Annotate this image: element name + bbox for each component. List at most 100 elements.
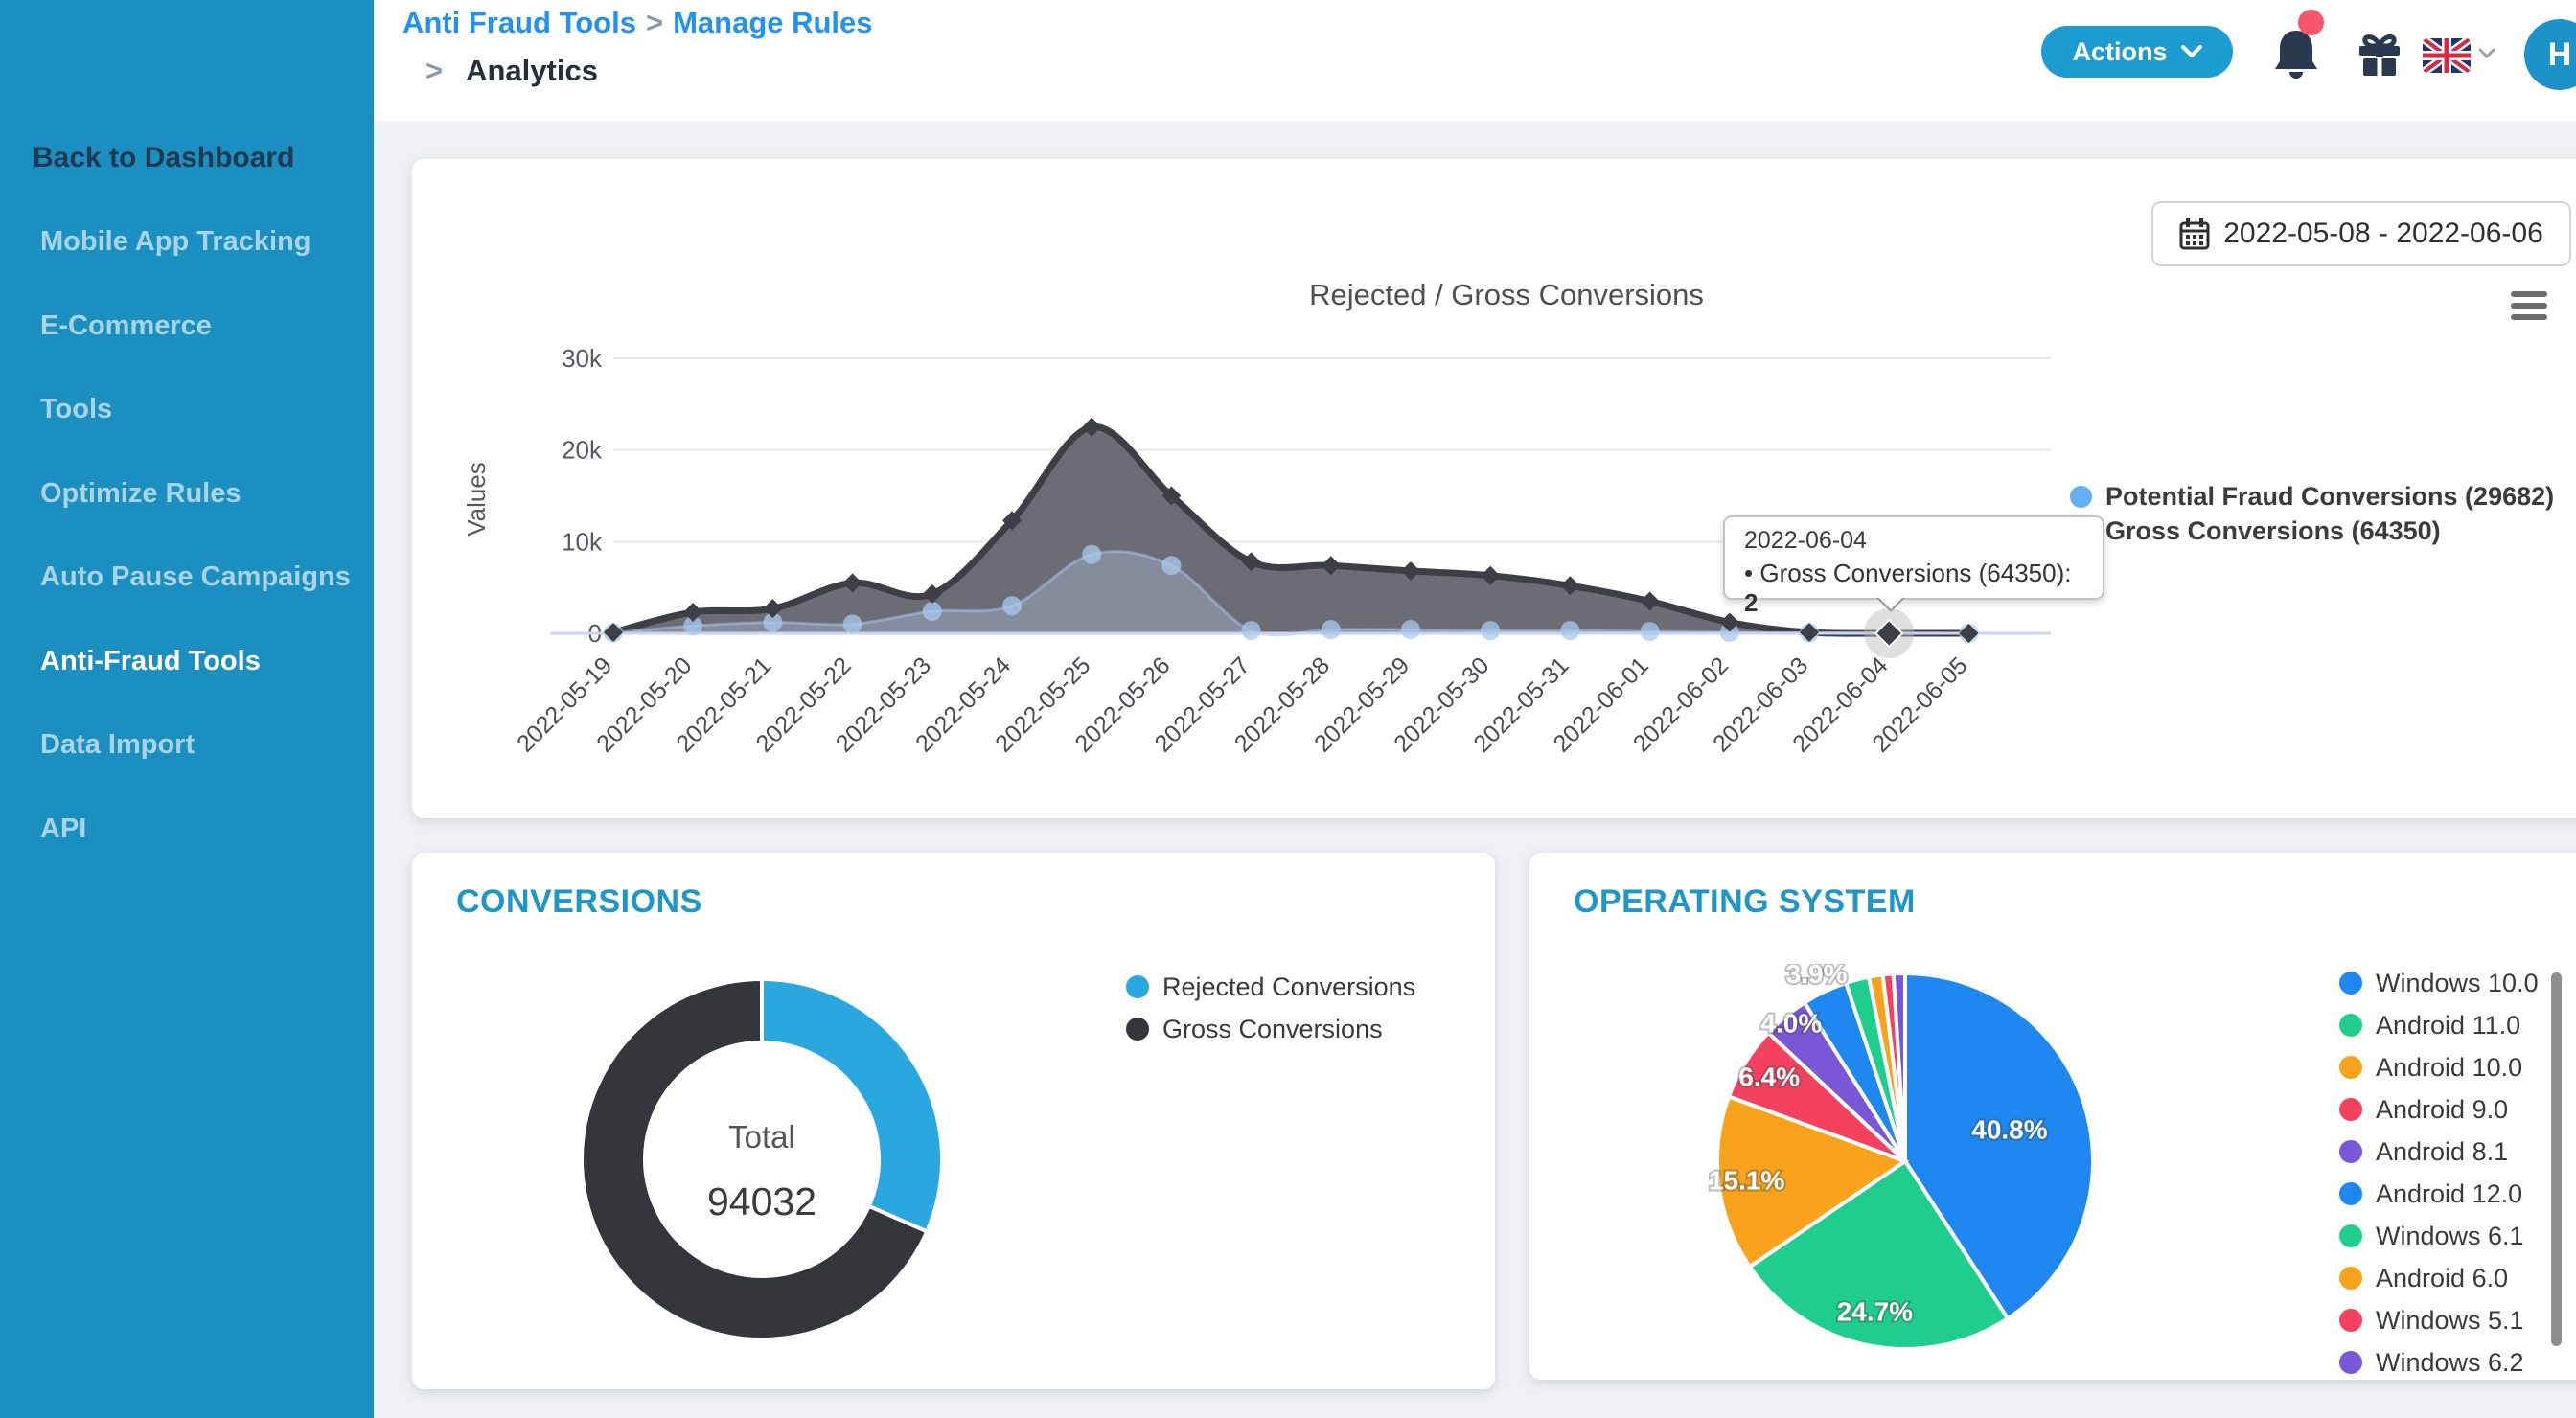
legend-marker	[2339, 1140, 2362, 1163]
flag-chevron-down-icon	[2478, 48, 2496, 59]
breadcrumb: Anti Fraud Tools > Manage Rules	[402, 6, 873, 40]
date-range-picker[interactable]: 2022-05-08 - 2022-06-06	[2151, 201, 2571, 266]
legend-label: Android 8.1	[2376, 1136, 2509, 1166]
legend-marker	[2339, 1014, 2362, 1037]
os-legend-item-android-10-0[interactable]: Android 10.0	[2339, 1046, 2539, 1088]
os-legend: Windows 10.0 Android 11.0 Android 10.0 Andr…	[2339, 962, 2539, 1384]
legend-label: Android 12.0	[2376, 1178, 2523, 1208]
breadcrumb-link-anti-fraud-tools[interactable]: Anti Fraud Tools	[402, 6, 636, 39]
page-title: Analytics	[466, 54, 598, 87]
legend-marker	[2339, 1056, 2362, 1079]
breadcrumb-separator-2: >	[426, 54, 444, 87]
operating-system-pie-chart[interactable]: 40.8% 24.7% 15.1% 6.4% 4.0% 3.9%	[1708, 964, 2103, 1359]
sidebar-item-e-commerce[interactable]: E-Commerce	[40, 309, 212, 341]
legend-marker	[2339, 1182, 2362, 1205]
chevron-down-icon	[2180, 45, 2202, 57]
legend-label: Android 9.0	[2376, 1094, 2509, 1124]
rejected-gross-conversions-chart[interactable]: 010k20k30kValues2022-05-192022-05-202022…	[460, 341, 2089, 772]
legend-item-potential-fraud[interactable]: Potential Fraud Conversions (29682)	[2070, 479, 2554, 514]
language-flag-uk-icon[interactable]	[2423, 38, 2471, 73]
svg-text:10k: 10k	[562, 527, 603, 556]
os-legend-item-android-9-0[interactable]: Android 9.0	[2339, 1088, 2539, 1131]
legend-marker	[2339, 1098, 2362, 1121]
tooltip-date: 2022-06-04	[1744, 527, 1867, 554]
svg-text:15.1%: 15.1%	[1709, 1165, 1784, 1195]
sidebar-item-mobile-app-tracking[interactable]: Mobile App Tracking	[40, 226, 311, 257]
sidebar-item-data-import[interactable]: Data Import	[40, 729, 196, 760]
scrollbar-thumb[interactable]	[2551, 972, 2562, 1346]
notification-badge	[2298, 10, 2324, 35]
conversions-chart-card: 2022-05-08 - 2022-06-06 Rejected / Gross…	[412, 159, 2576, 818]
sidebar-item-tools[interactable]: Tools	[40, 394, 113, 424]
donut-legend: Rejected Conversions Gross Conversions	[1126, 966, 1415, 1050]
svg-text:24.7%: 24.7%	[1837, 1297, 1913, 1327]
legend-marker	[2339, 1351, 2362, 1374]
legend-label: Android 6.0	[2376, 1263, 2509, 1292]
actions-button-label: Actions	[2072, 36, 2168, 66]
svg-text:4.0%: 4.0%	[1760, 1009, 1822, 1039]
svg-text:Values: Values	[462, 462, 491, 537]
tooltip-value-line: • Gross Conversions (64350): 2	[1744, 559, 2072, 617]
sidebar-back-to-dashboard[interactable]: Back to Dashboard	[33, 142, 295, 173]
legend-label: Gross Conversions (64350)	[2105, 515, 2441, 545]
donut-legend-item[interactable]: Gross Conversions	[1126, 1008, 1415, 1050]
os-legend-item-android-12-0[interactable]: Android 12.0	[2339, 1173, 2539, 1215]
gift-icon[interactable]	[2356, 31, 2404, 79]
chart-tooltip: 2022-06-04 • Gross Conversions (64350): …	[1723, 515, 2104, 617]
legend-marker	[2339, 1309, 2362, 1332]
svg-text:3.9%: 3.9%	[1786, 964, 1848, 989]
legend-marker	[2339, 1267, 2362, 1290]
svg-text:6.4%: 6.4%	[1738, 1063, 1800, 1092]
top-header: Anti Fraud Tools > Manage Rules > Analytics…	[374, 0, 2576, 121]
svg-text:20k: 20k	[562, 436, 603, 465]
chart-menu-icon[interactable]	[2511, 291, 2547, 320]
donut-legend-item[interactable]: Rejected Conversions	[1126, 966, 1415, 1008]
operating-system-card: OPERATING SYSTEM 40.8% 24.7% 15.1% 6.4% 4.0%…	[1530, 853, 2576, 1380]
os-legend-item-windows-10-0[interactable]: Windows 10.0	[2339, 962, 2539, 1004]
legend-marker	[2070, 485, 2092, 508]
breadcrumb-row2: > Analytics	[416, 54, 598, 88]
date-range-value: 2022-05-08 - 2022-06-06	[2223, 217, 2543, 249]
line-chart-legend: Potential Fraud Conversions (29682) Gros…	[2070, 479, 2554, 548]
os-legend-item-windows-5-1[interactable]: Windows 5.1	[2339, 1299, 2539, 1341]
legend-marker	[1126, 975, 1149, 998]
actions-button[interactable]: Actions	[2041, 26, 2233, 78]
sidebar-item-auto-pause-campaigns[interactable]: Auto Pause Campaigns	[40, 561, 351, 592]
sidebar: Back to Dashboard Mobile App Tracking E-C…	[0, 0, 374, 1418]
legend-label: Windows 5.1	[2376, 1305, 2524, 1335]
svg-text:40.8%: 40.8%	[1971, 1115, 2047, 1145]
svg-text:Total: Total	[728, 1119, 795, 1155]
os-legend-item-android-6-0[interactable]: Android 6.0	[2339, 1257, 2539, 1299]
legend-item-gross[interactable]: Gross Conversions (64350)	[2070, 514, 2554, 548]
os-card-title: OPERATING SYSTEM	[1574, 883, 1916, 920]
legend-marker	[1126, 1018, 1149, 1041]
avatar[interactable]: H	[2524, 19, 2576, 90]
legend-label: Windows 6.2	[2376, 1347, 2524, 1377]
legend-marker	[2339, 1224, 2362, 1247]
os-legend-item-windows-6-2[interactable]: Windows 6.2	[2339, 1341, 2539, 1384]
os-legend-item-windows-6-1[interactable]: Windows 6.1	[2339, 1215, 2539, 1257]
sidebar-item-api[interactable]: API	[40, 812, 87, 844]
chart-title: Rejected / Gross Conversions	[1309, 278, 1704, 311]
sidebar-item-anti-fraud-tools[interactable]: Anti-Fraud Tools	[40, 645, 261, 676]
sidebar-item-optimize-rules[interactable]: Optimize Rules	[40, 477, 242, 509]
legend-label: Windows 10.0	[2376, 968, 2539, 997]
notifications-bell-icon[interactable]	[2271, 25, 2321, 80]
legend-label: Windows 6.1	[2376, 1221, 2524, 1250]
legend-label: Android 11.0	[2376, 1010, 2521, 1040]
legend-label: Gross Conversions	[1162, 1014, 1383, 1043]
svg-text:30k: 30k	[562, 344, 603, 373]
os-legend-item-android-11-0[interactable]: Android 11.0	[2339, 1004, 2539, 1046]
legend-label: Potential Fraud Conversions (29682)	[2105, 481, 2555, 511]
svg-text:94032: 94032	[707, 1179, 816, 1224]
conversions-donut-chart[interactable]: Total 94032	[570, 968, 954, 1351]
legend-label: Android 10.0	[2376, 1052, 2523, 1082]
legend-label: Rejected Conversions	[1162, 972, 1416, 1001]
conversions-card-title: CONVERSIONS	[456, 883, 702, 920]
tooltip-arrow	[1876, 597, 1905, 612]
breadcrumb-separator: >	[645, 6, 664, 39]
conversions-donut-card: CONVERSIONS Total 94032 Rejected Conversi…	[412, 853, 1495, 1389]
breadcrumb-link-manage-rules[interactable]: Manage Rules	[673, 6, 873, 39]
os-legend-item-android-8-1[interactable]: Android 8.1	[2339, 1131, 2539, 1173]
